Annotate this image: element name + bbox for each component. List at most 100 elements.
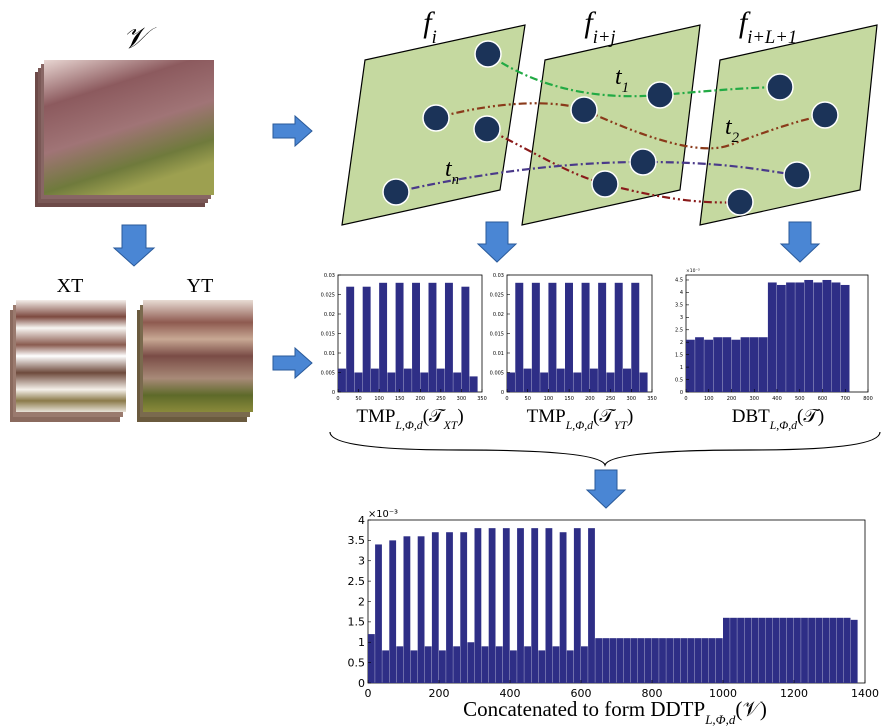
- y-tick-label: 0.01: [493, 351, 504, 357]
- bar: [786, 282, 795, 392]
- bar: [411, 650, 418, 683]
- y-tick-label: 3: [680, 315, 683, 321]
- bar: [371, 369, 379, 392]
- chart-caption-part: L,Φ,d: [565, 419, 593, 432]
- y-tick-label: 2: [680, 340, 683, 346]
- bar: [588, 528, 595, 683]
- bar: [830, 618, 837, 683]
- x-tick-label: 100: [374, 396, 384, 402]
- conclusion-part: L,Φ,d: [704, 712, 736, 726]
- bar: [709, 638, 716, 683]
- y-tick-label: 0.015: [490, 331, 504, 337]
- bar: [832, 282, 841, 392]
- view-label: YT: [187, 275, 214, 297]
- chart-caption: TMPL,Φ,d(𝒯YT): [527, 406, 634, 432]
- y-tick-label: 1: [680, 365, 683, 371]
- y-tick-label: 0.03: [324, 273, 335, 279]
- bar: [704, 340, 713, 392]
- bar: [524, 646, 531, 683]
- trajectory-label-part: 2: [732, 130, 740, 146]
- bar: [489, 528, 496, 683]
- bar: [446, 532, 453, 683]
- bar: [730, 618, 737, 683]
- x-tick-label: 200: [416, 396, 426, 402]
- x-tick-label: 800: [642, 687, 663, 700]
- bar: [638, 638, 645, 683]
- bar: [777, 285, 786, 392]
- bar: [759, 618, 766, 683]
- chart-caption-part: ): [457, 406, 463, 427]
- bar: [716, 638, 723, 683]
- bar: [432, 532, 439, 683]
- bar: [420, 373, 428, 393]
- bar: [461, 287, 469, 392]
- x-tick-label: 250: [436, 396, 446, 402]
- y-tick-label: 3: [358, 555, 365, 568]
- bar: [346, 287, 354, 392]
- y-tick-label: 0.5: [348, 656, 366, 669]
- bar: [453, 646, 460, 683]
- bar: [688, 638, 695, 683]
- y-tick-label: 0.015: [321, 331, 335, 337]
- chart-caption-part: ): [627, 406, 633, 427]
- x-tick-label: 200: [585, 396, 595, 402]
- bar: [382, 650, 389, 683]
- chart-caption: TMPL,Φ,d(𝒯XT): [356, 406, 463, 432]
- bar: [787, 618, 794, 683]
- x-tick-label: 700: [840, 396, 850, 402]
- x-tick-label: 300: [457, 396, 467, 402]
- bar: [524, 369, 532, 392]
- x-tick-label: 100: [544, 396, 554, 402]
- bar: [645, 638, 652, 683]
- bar: [686, 340, 695, 392]
- bar: [623, 369, 631, 392]
- bar: [713, 337, 722, 392]
- x-tick-label: 150: [564, 396, 574, 402]
- xt-slices: [10, 300, 126, 422]
- bar: [445, 283, 453, 392]
- y-tick-label: 1: [358, 636, 365, 649]
- bar: [453, 373, 461, 393]
- video-cube: [35, 60, 214, 207]
- y-tick-label: 0.5: [675, 377, 683, 383]
- bar: [751, 618, 758, 683]
- bar: [590, 369, 598, 392]
- bar: [532, 283, 540, 392]
- bar: [732, 340, 741, 392]
- conclusion-part: (𝒱): [735, 697, 766, 721]
- bar: [363, 287, 371, 392]
- bar: [425, 646, 432, 683]
- bar: [822, 618, 829, 683]
- bar: [338, 369, 346, 392]
- bar: [750, 337, 759, 392]
- conclusion-part: Concatenated to form DDTP: [463, 697, 705, 721]
- bar: [467, 642, 474, 683]
- bar: [574, 528, 581, 683]
- y-tick-label: 4: [358, 514, 365, 527]
- bar: [609, 638, 616, 683]
- bar: [666, 638, 673, 683]
- x-tick-label: 1000: [709, 687, 737, 700]
- bar: [631, 283, 639, 392]
- bar: [680, 638, 687, 683]
- bar: [540, 373, 548, 393]
- bar: [553, 646, 560, 683]
- bar: [567, 650, 574, 683]
- bar: [517, 528, 524, 683]
- bar: [573, 373, 581, 393]
- view-label: XT: [57, 275, 84, 297]
- frame-label: fi: [423, 6, 437, 48]
- x-tick-label: 500: [795, 396, 805, 402]
- video-label: 𝒱: [123, 22, 157, 55]
- y-tick-label: 1.5: [675, 352, 683, 358]
- x-tick-label: 1400: [851, 687, 879, 700]
- x-tick-label: 1200: [780, 687, 808, 700]
- bar: [368, 634, 375, 683]
- x-tick-label: 800: [863, 396, 873, 402]
- bar: [737, 618, 744, 683]
- y-tick-label: 0.005: [321, 370, 335, 376]
- y-tick-label: 4.5: [675, 278, 683, 284]
- bar: [482, 646, 489, 683]
- bar: [460, 532, 467, 683]
- bar: [396, 646, 403, 683]
